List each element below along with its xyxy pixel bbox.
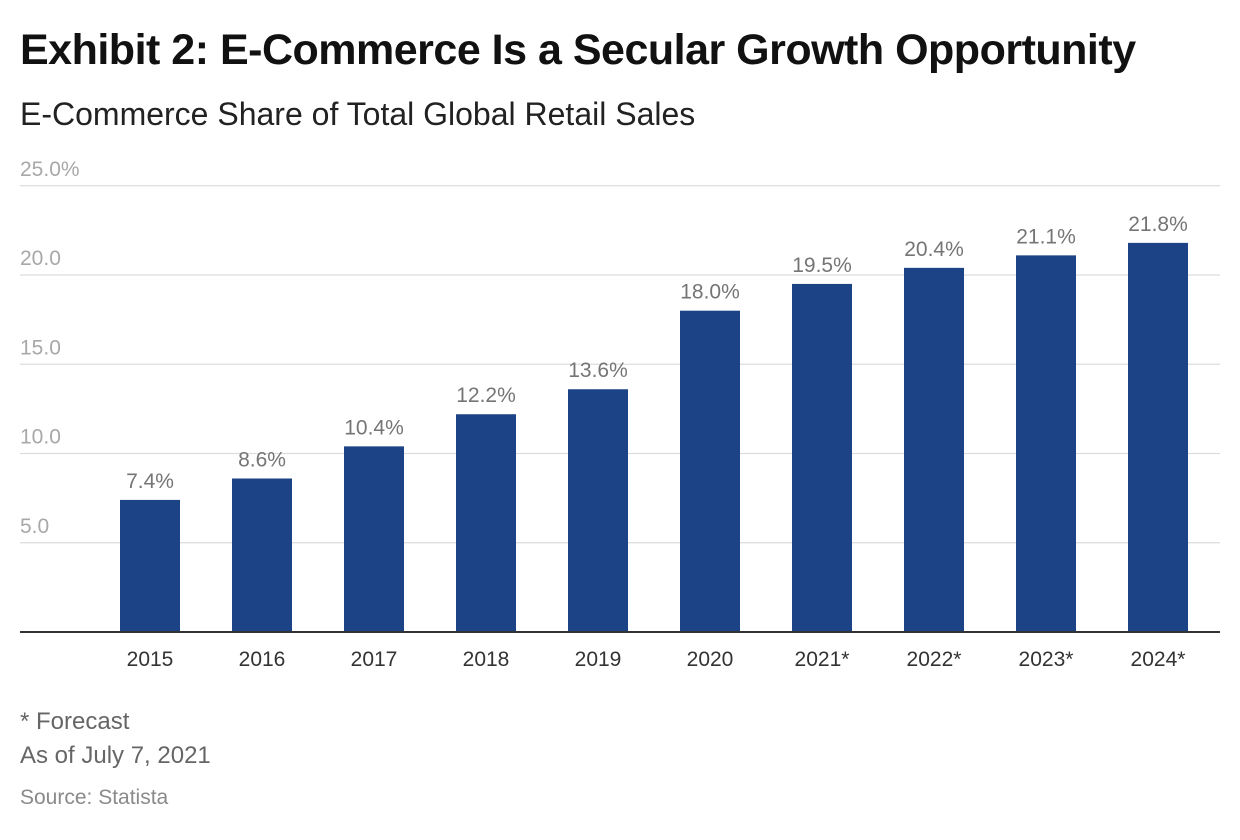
y-tick-label: 10.0: [20, 426, 61, 449]
bar-chart: 5.0 10.0 15.0 20.0 25.0% 7.4% 8.6% 10.4% 12.2% 1…: [20, 158, 1220, 671]
data-label: 10.4%: [344, 416, 404, 439]
x-tick-label: 2017: [351, 648, 398, 671]
data-label: 12.2%: [456, 384, 516, 407]
x-tick-label: 2018: [463, 648, 510, 671]
y-tick-label: 20.0: [20, 247, 61, 270]
y-tick-label: 5.0: [20, 515, 49, 538]
x-tick-label: 2019: [575, 648, 622, 671]
x-tick-label: 2024*: [1131, 648, 1186, 671]
bar: [456, 414, 516, 632]
x-tick-label: 2020: [687, 648, 734, 671]
x-tick-label: 2022*: [907, 648, 962, 671]
bar: [344, 446, 404, 632]
bar: [568, 389, 628, 632]
bar: [680, 310, 740, 632]
y-axis-ticks: 5.0 10.0 15.0 20.0 25.0%: [20, 158, 80, 538]
y-tick-label: 25.0%: [20, 158, 80, 181]
chart-subtitle: E-Commerce Share of Total Global Retail …: [20, 96, 696, 132]
x-tick-label: 2016: [239, 648, 286, 671]
x-tick-label: 2021*: [795, 648, 850, 671]
bar: [792, 283, 852, 632]
bar: [1128, 242, 1188, 632]
chart-title: Exhibit 2: E-Commerce Is a Secular Growt…: [20, 26, 1136, 74]
bar: [120, 499, 180, 632]
data-label: 19.5%: [792, 254, 852, 277]
as-of-date: As of July 7, 2021: [20, 742, 211, 769]
data-label: 8.6%: [238, 448, 286, 471]
data-label: 18.0%: [680, 281, 740, 304]
data-label: 21.1%: [1016, 225, 1076, 248]
bar: [904, 267, 964, 632]
bar: [1016, 255, 1076, 632]
x-axis-categories: 2015 2016 2017 2018 2019 2020 2021* 2022* 2023* 2…: [127, 648, 1186, 671]
data-label: 13.6%: [568, 359, 628, 382]
x-tick-label: 2023*: [1019, 648, 1074, 671]
forecast-note: * Forecast: [20, 708, 130, 735]
data-labels: 7.4% 8.6% 10.4% 12.2% 13.6% 18.0% 19.5% 20.4% 21…: [126, 213, 1188, 493]
y-tick-label: 15.0: [20, 336, 61, 359]
data-label: 20.4%: [904, 238, 964, 261]
source-note: Source: Statista: [20, 786, 169, 809]
bar: [232, 478, 292, 632]
x-tick-label: 2015: [127, 648, 174, 671]
bars: [120, 242, 1188, 632]
data-label: 21.8%: [1128, 213, 1188, 236]
data-label: 7.4%: [126, 470, 174, 493]
